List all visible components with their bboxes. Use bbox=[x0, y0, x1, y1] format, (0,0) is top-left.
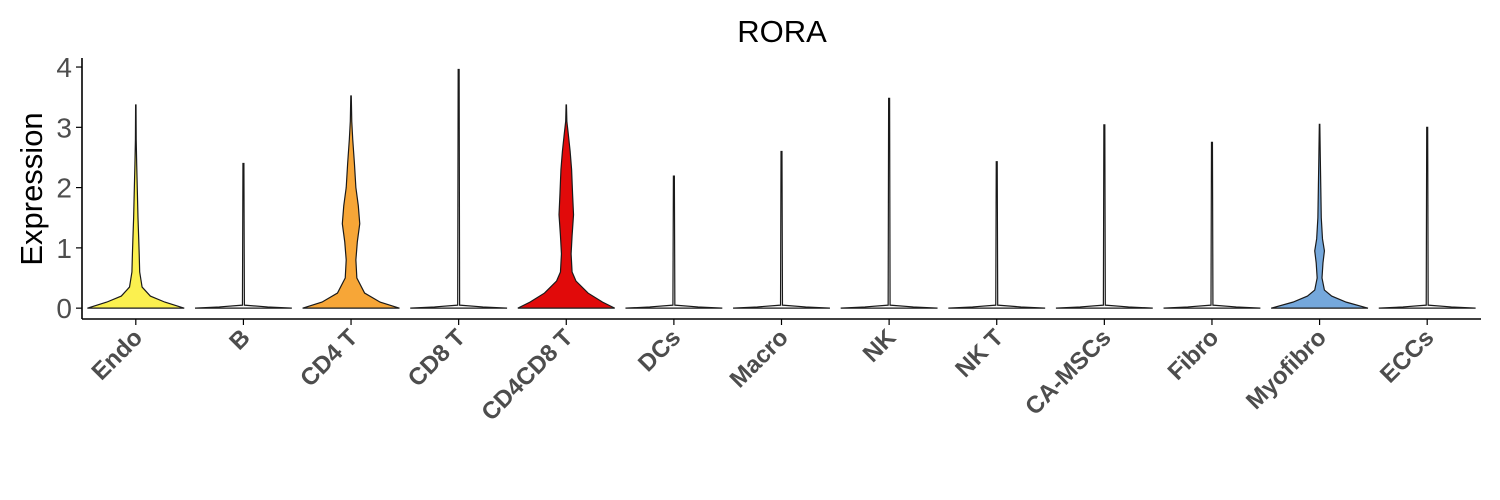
x-tick-label: Endo bbox=[87, 324, 149, 386]
y-ticks-group: 0 1 2 3 4 bbox=[56, 52, 82, 324]
violin-macro bbox=[733, 150, 830, 309]
violin-cd4cd8-t bbox=[517, 104, 615, 309]
x-tick-label: Fibro bbox=[1163, 324, 1225, 386]
x-tick-label: Myofibro bbox=[1241, 324, 1332, 415]
x-tick-label: CA-MSCs bbox=[1020, 324, 1116, 420]
violins-group bbox=[87, 68, 1476, 309]
x-tick-label: B bbox=[224, 324, 255, 355]
x-tick-label: ECCs bbox=[1375, 324, 1439, 388]
x-tick-label: CD4CD8 T bbox=[476, 324, 578, 426]
y-tick-label: 0 bbox=[56, 293, 72, 324]
y-tick-label: 3 bbox=[56, 112, 72, 143]
y-tick-label: 2 bbox=[56, 173, 72, 204]
violin-cd4-t bbox=[302, 95, 400, 309]
violin-nk-t bbox=[948, 161, 1046, 309]
violin-nk bbox=[840, 97, 938, 309]
x-tick-label: CD8 T bbox=[403, 324, 471, 392]
x-ticks-group: Endo B CD4 T CD8 T CD4CD8 T DCs Macro NK NK T CA-… bbox=[87, 319, 1439, 426]
violin-eccs bbox=[1378, 126, 1476, 309]
x-tick-label: NK bbox=[858, 324, 902, 368]
x-tick-label: DCs bbox=[633, 324, 686, 377]
violin-cd8-t bbox=[410, 68, 508, 309]
y-axis-label: Expression bbox=[14, 112, 49, 265]
violin-endo bbox=[87, 104, 185, 309]
violin-ca-mscs bbox=[1055, 124, 1153, 309]
violin-dcs bbox=[625, 175, 723, 309]
violin-b bbox=[194, 162, 292, 309]
x-tick-label: CD4 T bbox=[295, 324, 363, 392]
chart-title: RORA bbox=[737, 14, 827, 49]
violin-fibro bbox=[1163, 141, 1261, 309]
x-tick-label: NK T bbox=[950, 324, 1009, 383]
violin-myofibro bbox=[1270, 123, 1369, 309]
y-tick-label: 1 bbox=[56, 233, 72, 264]
x-tick-label: Macro bbox=[725, 324, 794, 393]
y-tick-label: 4 bbox=[56, 52, 72, 83]
